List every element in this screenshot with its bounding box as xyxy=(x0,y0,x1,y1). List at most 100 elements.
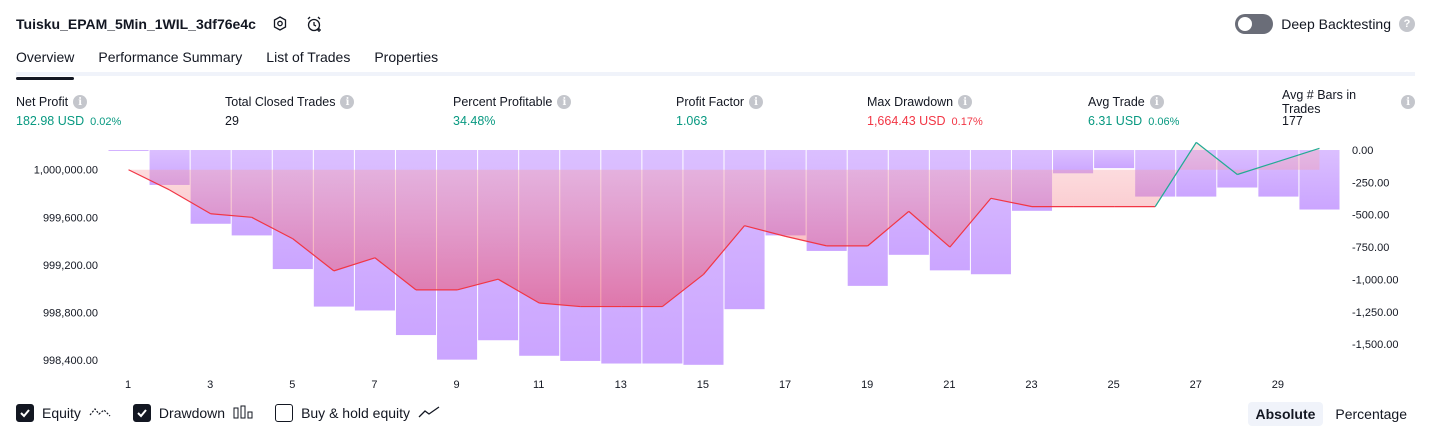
buy-hold-line-icon xyxy=(418,405,440,422)
stat-label: Max Drawdown xyxy=(867,95,954,109)
x-axis-tick-label: 9 xyxy=(453,379,459,391)
equity-line-segment xyxy=(210,213,252,218)
equity-line-segment xyxy=(539,302,581,308)
x-axis-tick-label: 1 xyxy=(125,379,131,391)
legend-label: Buy & hold equity xyxy=(301,405,411,421)
right-axis-tick-label: -250.00 xyxy=(1352,177,1389,189)
buy-hold-checkbox[interactable] xyxy=(275,404,294,422)
settings-gear-icon[interactable] xyxy=(270,14,290,34)
x-axis-tick-label: 7 xyxy=(371,379,377,391)
equity-line-segment xyxy=(169,189,211,215)
right-axis-tick-label: -750.00 xyxy=(1352,242,1389,254)
report-tabs: Overview Performance Summary List of Tra… xyxy=(16,46,1415,80)
x-axis-tick-label: 25 xyxy=(1107,379,1119,391)
equity-line-segment xyxy=(128,169,170,191)
info-icon[interactable]: i xyxy=(1149,95,1164,109)
equity-line-segment xyxy=(744,225,786,237)
equity-area xyxy=(128,142,1320,307)
drawdown-bar xyxy=(1094,150,1135,169)
legend-buy-hold[interactable]: Buy & hold equity xyxy=(275,404,440,422)
tab-list-of-trades[interactable]: List of Trades xyxy=(266,49,351,65)
stat-avg-bars: Avg # Bars in Trades i 177 xyxy=(1282,88,1415,130)
equity-line-segment xyxy=(374,257,417,291)
stat-avg-trade: Avg Trade i 6.31 USD 0.06% xyxy=(1088,94,1179,130)
equity-line-segment xyxy=(1154,142,1197,207)
equity-drawdown-chart[interactable]: 1,000,000.00 999,600.00 999,200.00 998,800.… xyxy=(0,140,1431,400)
equity-line-segment xyxy=(867,210,910,247)
equity-line-icon xyxy=(89,405,111,422)
x-axis-tick-label: 29 xyxy=(1272,379,1284,391)
mode-percentage-button[interactable]: Percentage xyxy=(1335,406,1407,422)
stat-max-drawdown: Max Drawdown i 1,664.43 USD 0.17% xyxy=(867,94,983,130)
info-icon[interactable]: i xyxy=(73,95,88,109)
stat-profit-factor: Profit Factor i 1.063 xyxy=(676,94,764,130)
equity-line-segment xyxy=(497,278,540,304)
equity-line-segment xyxy=(1237,160,1279,176)
drawdown-bars-icon xyxy=(233,405,253,422)
value-mode-switch: Absolute Percentage xyxy=(1247,402,1416,426)
left-axis-tick-label: 998,400.00 xyxy=(43,355,98,367)
left-axis-tick-label: 998,800.00 xyxy=(43,308,98,320)
info-icon[interactable]: i xyxy=(749,95,764,109)
equity-line-segment xyxy=(333,257,376,272)
x-axis-tick-label: 27 xyxy=(1190,379,1202,391)
drawdown-bar xyxy=(108,150,149,151)
right-axis-tick-label: -1,000.00 xyxy=(1352,274,1398,286)
drawdown-checkbox[interactable] xyxy=(132,404,151,422)
x-axis-tick-label: 19 xyxy=(861,379,873,391)
stat-label: Avg # Bars in Trades xyxy=(1282,88,1357,116)
equity-line-segment xyxy=(785,235,827,247)
alert-clock-icon[interactable] xyxy=(304,14,324,34)
stat-label: Net Profit xyxy=(16,95,69,109)
x-axis-tick-label: 21 xyxy=(943,379,955,391)
equity-line-segment xyxy=(703,225,745,275)
equity-checkbox[interactable] xyxy=(16,404,34,422)
left-axis-tick-label: 999,600.00 xyxy=(43,212,98,224)
stat-value: 182.98 USD xyxy=(16,114,85,128)
info-icon[interactable]: i xyxy=(557,95,572,109)
stat-total-closed-trades: Total Closed Trades i 29 xyxy=(225,94,355,130)
equity-line-segment xyxy=(949,197,992,248)
legend-equity[interactable]: Equity xyxy=(16,404,111,422)
stat-value: 1,664.43 USD xyxy=(867,114,946,128)
deep-backtesting-toggle[interactable] xyxy=(1235,14,1274,34)
stat-label: Percent Profitable xyxy=(453,95,553,109)
drawdown-bar xyxy=(1053,150,1094,174)
info-icon[interactable]: i xyxy=(958,95,973,109)
right-axis-tick-label: -1,250.00 xyxy=(1352,307,1398,319)
right-axis-tick-label: -500.00 xyxy=(1352,210,1389,222)
stat-label: Profit Factor xyxy=(676,95,745,109)
mode-absolute-button[interactable]: Absolute xyxy=(1247,402,1324,426)
tab-performance-summary[interactable]: Performance Summary xyxy=(98,49,243,65)
stat-value: 34.48% xyxy=(453,114,496,128)
stat-percent-profitable: Percent Profitable i 34.48% xyxy=(453,94,572,130)
stat-percent: 0.17% xyxy=(951,116,983,128)
stat-value: 29 xyxy=(225,114,239,128)
stats-row: Net Profit i 182.98 USD 0.02% Total Closed… xyxy=(16,88,1415,134)
equity-line-segment xyxy=(990,197,1033,208)
tab-overview[interactable]: Overview xyxy=(16,46,75,80)
stat-label: Avg Trade xyxy=(1088,95,1145,109)
equity-line-segment xyxy=(251,216,294,240)
deep-backtesting-label: Deep Backtesting xyxy=(1281,16,1391,32)
chart-legend: Equity Drawdown Buy & hold equity xyxy=(16,404,440,422)
x-axis-tick-label: 23 xyxy=(1025,379,1037,391)
equity-line-segment xyxy=(662,273,704,308)
stat-label: Total Closed Trades xyxy=(225,95,336,109)
legend-drawdown[interactable]: Drawdown xyxy=(132,404,253,422)
equity-line-segment xyxy=(456,278,499,291)
tab-properties[interactable]: Properties xyxy=(374,49,439,65)
x-axis-tick-label: 15 xyxy=(697,379,709,391)
stat-value: 1.063 xyxy=(676,114,708,128)
x-axis-tick-label: 17 xyxy=(779,379,791,391)
info-icon[interactable]: i xyxy=(1401,95,1415,109)
equity-line-segment xyxy=(908,210,951,248)
stat-percent: 0.02% xyxy=(90,116,122,128)
x-axis-tick-label: 11 xyxy=(533,379,544,391)
legend-label: Equity xyxy=(42,405,81,421)
legend-label: Drawdown xyxy=(158,405,226,421)
left-axis-tick-label: 999,200.00 xyxy=(43,260,98,272)
left-axis-tick-label: 1,000,000.00 xyxy=(34,165,98,177)
info-icon[interactable]: i xyxy=(340,95,355,109)
help-question-icon[interactable]: ? xyxy=(1399,16,1415,32)
